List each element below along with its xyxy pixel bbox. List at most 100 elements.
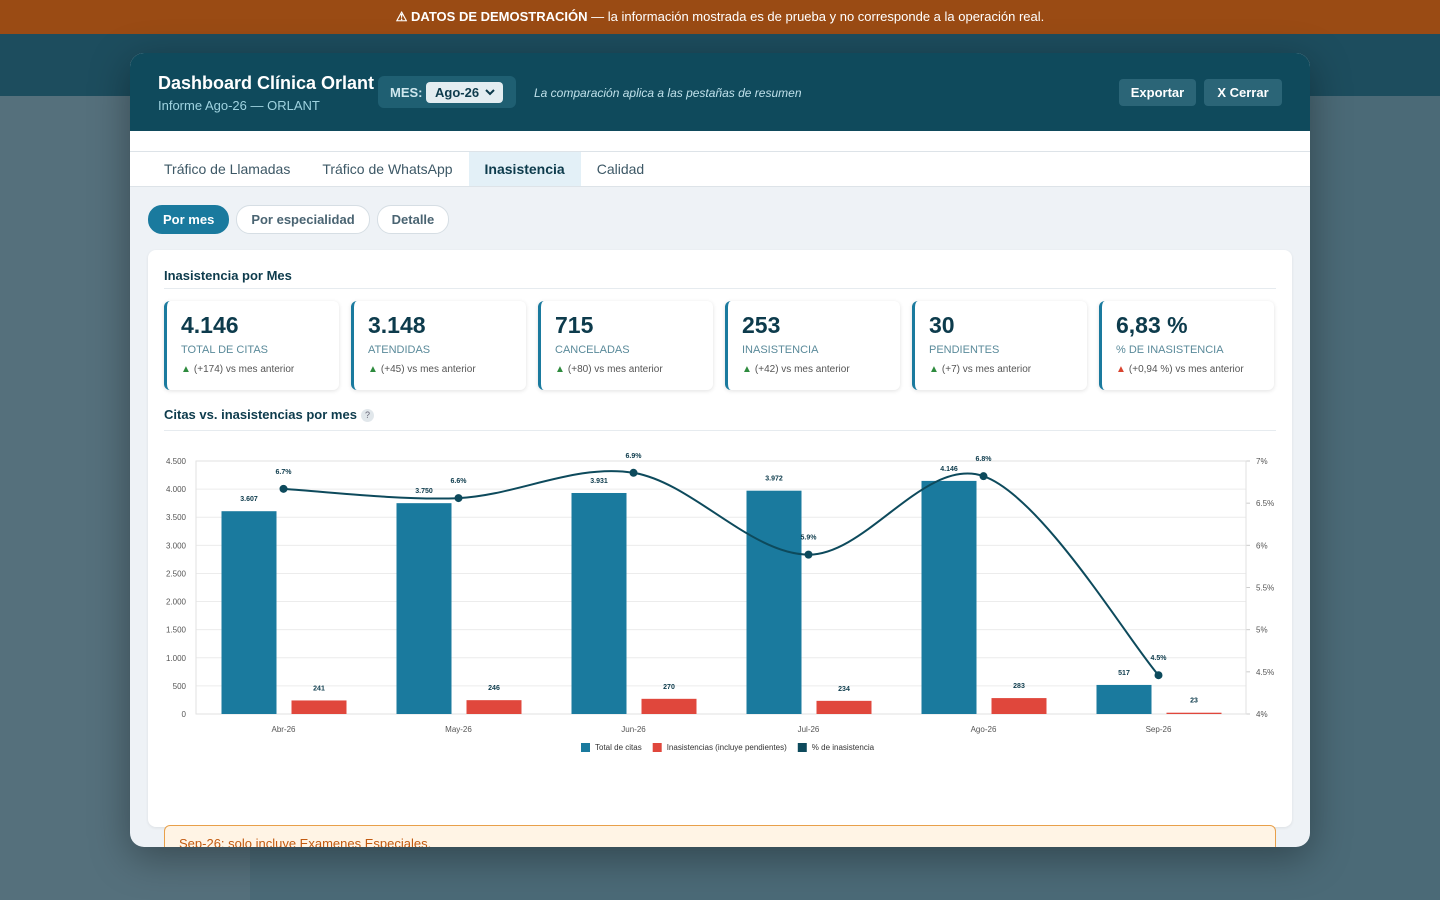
bar	[991, 698, 1047, 714]
bar	[921, 480, 977, 714]
bar	[396, 503, 452, 714]
x-tick-label: Ago-26	[971, 725, 997, 734]
kpi-value: 6,83 %	[1116, 312, 1188, 338]
kpi-card: 4.146 TOTAL DE CITAS ▲ (+174) vs mes anteri…	[164, 301, 339, 390]
line-value-label: 5.9%	[801, 535, 818, 542]
banner-strong: ⚠ DATOS DE DEMOSTRACIÓN	[395, 9, 588, 24]
y-tick-label: 1.500	[166, 626, 187, 635]
line-value-label: 6.7%	[276, 469, 293, 476]
modal-title: Dashboard Clínica Orlant	[158, 73, 375, 93]
y2-tick-label: 4%	[1256, 710, 1268, 719]
modal-subtitle: Informe Ago-26 — ORLANT	[158, 98, 320, 113]
export-button[interactable]: Exportar	[1119, 79, 1196, 106]
trend-arrow: ▲	[929, 364, 939, 375]
bar	[1166, 712, 1222, 714]
kpi-delta: (+0,94 %) vs mes anterior	[1128, 364, 1244, 375]
bar	[746, 490, 802, 714]
line-point	[804, 550, 813, 559]
bar	[571, 492, 627, 714]
subtab-bar: Por mes Por especialidad Detalle	[148, 205, 450, 234]
chevron	[485, 89, 495, 96]
trend-arrow: ▲	[1116, 364, 1126, 375]
month-note: La comparación aplica a las pestañas de …	[534, 86, 802, 100]
tab[interactable]: Inasistencia	[468, 152, 581, 186]
kpi-value: 253	[742, 312, 781, 338]
close-button[interactable]: X Cerrar	[1204, 79, 1282, 106]
y2-tick-label: 7%	[1256, 457, 1268, 466]
y-tick-label: 3.500	[166, 513, 187, 522]
bar-value-label: 234	[838, 686, 850, 693]
legend-swatch	[581, 743, 590, 752]
y2-tick-label: 6%	[1256, 541, 1268, 550]
y-tick-label: 500	[173, 682, 187, 691]
kpi-delta-row: ▲ (+0,94 %) vs mes anterior	[1116, 364, 1274, 375]
line-point	[279, 484, 288, 493]
line-value-label: 4.5%	[1151, 655, 1168, 662]
trend-arrow: ▲	[181, 364, 191, 375]
y2-tick-label: 5%	[1256, 626, 1268, 635]
y2-tick-label: 6.5%	[1256, 499, 1274, 508]
bar	[1096, 684, 1152, 714]
legend-swatch	[652, 743, 662, 752]
kpi-delta-row: ▲ (+80) vs mes anterior	[555, 364, 713, 375]
card: Inasistencia por Mes 4.146 TOTAL DE CITAS…	[148, 250, 1292, 847]
kpi-label: TOTAL DE CITAS	[181, 344, 268, 356]
tab[interactable]: Calidad	[596, 161, 645, 177]
x-tick-label: Jul-26	[798, 725, 820, 734]
subtab[interactable]: Detalle	[376, 205, 450, 234]
section-title: Inasistencia por Mes	[164, 268, 292, 283]
tab[interactable]: Tráfico de WhatsApp	[322, 161, 453, 177]
kpi-value: 3.148	[368, 312, 426, 338]
line-point	[454, 494, 463, 503]
kpi-delta: (+174) vs mes anterior	[193, 364, 295, 375]
month-select[interactable]: Ago-26	[426, 82, 503, 103]
y-tick-label: 2.500	[166, 569, 187, 578]
modal-header: Dashboard Clínica Orlant Informe Ago-26 …	[130, 53, 1310, 131]
trend-arrow: ▲	[368, 364, 378, 375]
tab[interactable]: Tráfico de Llamadas	[164, 161, 291, 177]
y-tick-label: 3.000	[166, 541, 187, 550]
kpi-label: INASISTENCIA	[742, 344, 819, 356]
kpi-card: 30 PENDIENTES ▲ (+7) vs mes anterior	[912, 301, 1087, 390]
kpi-delta-row: ▲ (+7) vs mes anterior	[929, 364, 1087, 375]
bar	[466, 700, 522, 714]
help-icon[interactable]: ?	[361, 409, 374, 422]
bar-value-label: 517	[1118, 670, 1130, 677]
bar-value-label: 3.931	[590, 478, 608, 485]
line	[283, 470, 1160, 676]
bar-value-label: 23	[1190, 698, 1198, 705]
footnote: Sep-26: solo incluye Examenes Especiales…	[164, 825, 1276, 847]
legend-label: Inasistencias (incluye pendientes)	[667, 743, 787, 752]
legend-label: % de inasistencia	[812, 743, 875, 752]
bar-value-label: 270	[663, 684, 675, 691]
bar-value-label: 4.146	[940, 466, 958, 473]
y-tick-label: 2.000	[166, 598, 187, 607]
kpi-card: 3.148 ATENDIDAS ▲ (+45) vs mes anterior	[351, 301, 526, 390]
kpi-label: CANCELADAS	[555, 344, 630, 356]
y-tick-label: 1.000	[166, 654, 187, 663]
kpi-card: 6,83 % % DE INASISTENCIA ▲ (+0,94 %) vs mes…	[1099, 301, 1274, 390]
y-tick-label: 0	[182, 710, 187, 719]
kpi-label: ATENDIDAS	[368, 344, 431, 356]
bar-value-label: 241	[313, 685, 325, 692]
subtab[interactable]: Por especialidad	[236, 205, 370, 234]
line-value-label: 6.8%	[976, 456, 993, 463]
subtab[interactable]: Por mes	[148, 205, 230, 234]
plot-frame	[195, 460, 1247, 715]
line-point	[979, 472, 988, 481]
kpi-card: 253 INASISTENCIA ▲ (+42) vs mes anterior	[725, 301, 900, 390]
legend-label: Total de citas	[595, 743, 642, 752]
bar-value-label: 3.972	[765, 476, 783, 483]
kpi-delta: (+42) vs mes anterior	[754, 364, 850, 375]
x-tick-label: May-26	[445, 725, 472, 734]
x-tick-label: Sep-26	[1146, 725, 1172, 734]
tab-bar: Tráfico de Llamadas Tráfico de WhatsApp In…	[130, 152, 1310, 187]
kpi-label: % DE INASISTENCIA	[1116, 344, 1224, 356]
strip	[130, 131, 1310, 152]
y-tick-label: 4.500	[166, 457, 187, 466]
month-label: MES:	[390, 85, 423, 100]
line-point	[629, 468, 638, 477]
